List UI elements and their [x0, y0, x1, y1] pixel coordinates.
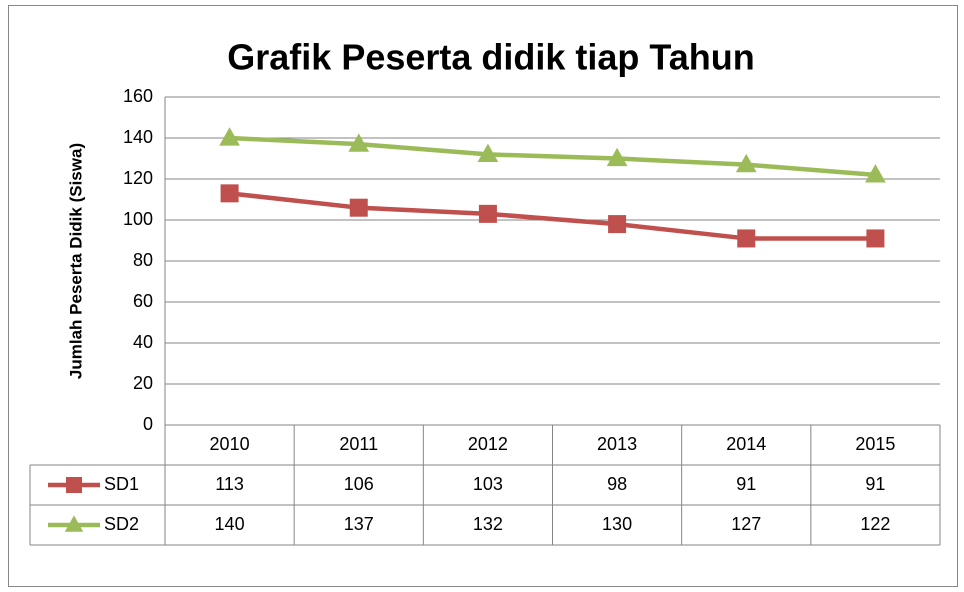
series-line: [229, 191, 876, 241]
table-value: 91: [736, 474, 756, 494]
y-tick-label: 0: [143, 414, 153, 434]
table-value: 106: [344, 474, 374, 494]
table-value: 103: [473, 474, 503, 494]
y-tick-label: 100: [123, 209, 153, 229]
x-tick-label: 2010: [210, 434, 250, 454]
marker: [348, 133, 370, 152]
x-tick-label: 2014: [726, 434, 766, 454]
y-axis-label: Jumlah Peserta Didik (Siswa): [66, 143, 85, 379]
marker: [606, 147, 628, 167]
chart-title: Grafik Peserta didik tiap Tahun: [227, 37, 754, 78]
table-value: 132: [473, 514, 503, 534]
marker: [735, 153, 757, 173]
marker: [608, 215, 627, 234]
y-tick-label: 80: [133, 250, 153, 270]
x-tick-label: 2012: [468, 434, 508, 454]
y-tick-label: 120: [123, 168, 153, 188]
y-tick-label: 20: [133, 373, 153, 393]
marker: [865, 164, 886, 183]
y-tick-label: 60: [133, 291, 153, 311]
marker: [478, 204, 497, 223]
y-tick-label: 40: [133, 332, 153, 352]
x-tick-label: 2011: [339, 434, 378, 454]
legend-label: SD2: [104, 514, 139, 534]
marker: [866, 229, 885, 248]
marker: [349, 198, 368, 217]
marker: [477, 143, 499, 163]
chart-border: [8, 5, 958, 587]
series-line: [229, 135, 876, 178]
table-value: 137: [344, 514, 374, 534]
marker: [66, 477, 82, 493]
table-value: 113: [215, 474, 244, 494]
marker: [220, 184, 239, 203]
table-value: 98: [607, 474, 627, 494]
table-value: 122: [860, 514, 890, 534]
legend-label: SD1: [104, 474, 139, 494]
x-tick-label: 2015: [855, 434, 895, 454]
y-tick-label: 140: [123, 127, 153, 147]
marker: [219, 127, 240, 146]
table-value: 127: [731, 514, 761, 534]
y-tick-label: 160: [123, 86, 153, 106]
table-value: 140: [215, 514, 245, 534]
table-value: 91: [865, 474, 885, 494]
x-tick-label: 2013: [597, 434, 637, 454]
marker: [737, 229, 756, 248]
marker: [64, 515, 84, 532]
table-value: 130: [602, 514, 632, 534]
